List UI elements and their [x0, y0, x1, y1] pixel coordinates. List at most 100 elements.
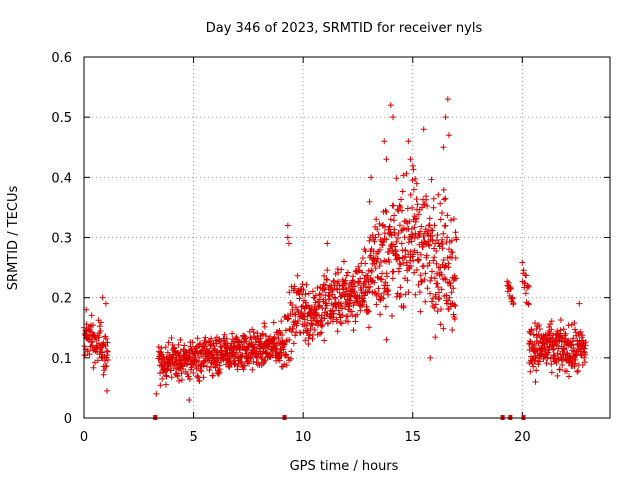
data-point [209, 372, 216, 379]
data-point [234, 366, 241, 373]
data-point [432, 301, 439, 308]
data-point [415, 257, 422, 264]
data-point [390, 114, 397, 121]
data-point [243, 338, 250, 345]
data-point [431, 254, 438, 261]
data-point [427, 290, 434, 297]
data-point [162, 344, 169, 351]
data-point [104, 352, 111, 359]
data-point [383, 156, 390, 163]
data-point [350, 327, 357, 334]
data-point [320, 285, 327, 292]
data-point [570, 344, 577, 351]
data-point [410, 186, 417, 193]
data-point [212, 337, 219, 344]
data-point [184, 360, 191, 367]
data-point [428, 268, 435, 275]
data-point [283, 351, 290, 358]
data-point [387, 229, 394, 236]
data-point [334, 286, 341, 293]
data-point [384, 282, 391, 289]
data-point [320, 281, 327, 288]
data-point [405, 138, 412, 145]
data-point [566, 373, 573, 380]
data-point [576, 300, 583, 307]
data-point [289, 302, 296, 309]
data-point [90, 322, 97, 329]
data-point [361, 299, 368, 306]
data-point [375, 274, 382, 281]
data-point [579, 337, 586, 344]
data-point [163, 373, 170, 380]
data-point [442, 114, 449, 121]
data-point [530, 331, 537, 338]
data-point [453, 275, 460, 282]
data-point [178, 370, 185, 377]
data-point [293, 329, 300, 336]
data-point [378, 276, 385, 283]
data-point [553, 359, 560, 366]
data-point [522, 290, 529, 297]
data-point [216, 366, 223, 373]
data-point [385, 287, 392, 294]
data-point [333, 285, 340, 292]
data-point [193, 365, 200, 372]
y-tick-label: 0 [64, 412, 72, 427]
data-point [341, 258, 348, 265]
data-point [318, 312, 325, 319]
data-point [536, 358, 543, 365]
data-point [427, 354, 434, 361]
data-point [187, 354, 194, 361]
data-point [452, 254, 459, 261]
data-point [157, 370, 164, 377]
data-point [373, 216, 380, 223]
data-point [101, 367, 108, 374]
data-point [182, 348, 189, 355]
data-point [99, 349, 106, 356]
data-point [424, 285, 431, 292]
data-point [104, 339, 111, 346]
data-point [557, 316, 564, 323]
data-point [175, 341, 182, 348]
data-point [298, 303, 305, 310]
data-point [327, 313, 334, 320]
data-point [567, 342, 574, 349]
data-point [428, 298, 435, 305]
data-point [386, 223, 393, 230]
data-point [546, 330, 553, 337]
data-point [202, 334, 209, 341]
data-point [450, 311, 457, 318]
data-point [436, 295, 443, 302]
data-point [349, 312, 356, 319]
data-point [300, 313, 307, 320]
data-point [527, 338, 534, 345]
data-point [164, 349, 171, 356]
data-point [305, 340, 312, 347]
data-point [376, 246, 383, 253]
data-point [570, 335, 577, 342]
data-point [416, 289, 423, 296]
data-point [581, 354, 588, 361]
data-point [410, 257, 417, 264]
data-point [412, 175, 419, 182]
data-point [196, 354, 203, 361]
data-point [437, 200, 444, 207]
data-point [392, 251, 399, 258]
data-point [177, 336, 184, 343]
data-point [421, 276, 428, 283]
data-point [364, 273, 371, 280]
data-point [426, 215, 433, 222]
data-point [382, 303, 389, 310]
data-point [292, 332, 299, 339]
data-point [366, 283, 373, 290]
data-point [411, 235, 418, 242]
data-point [286, 289, 293, 296]
data-point [223, 335, 230, 342]
data-point [339, 312, 346, 319]
data-point [448, 217, 455, 224]
data-point [168, 334, 175, 341]
data-point [445, 132, 452, 139]
data-point [381, 138, 388, 145]
data-point [556, 337, 563, 344]
